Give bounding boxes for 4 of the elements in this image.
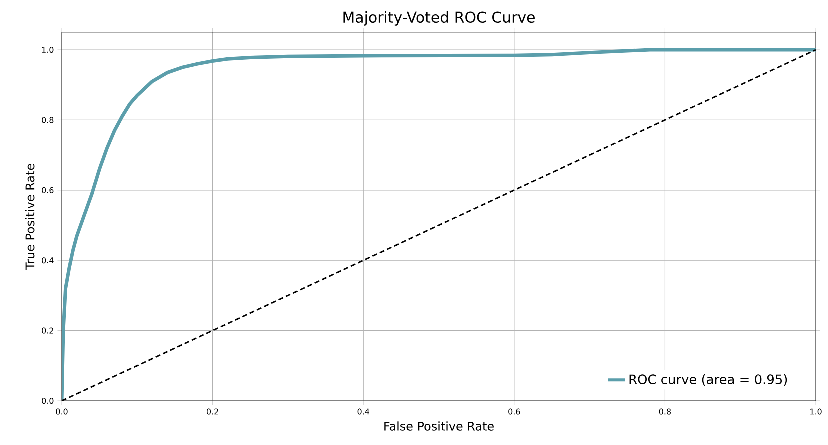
legend-label: ROC curve (area = 0.95): [630, 374, 788, 386]
chart-title: Majority-Voted ROC Curve: [344, 11, 535, 26]
x-axis-title: False Positive Rate: [384, 422, 494, 431]
y-axis-title: True Positive Rate: [25, 164, 35, 270]
